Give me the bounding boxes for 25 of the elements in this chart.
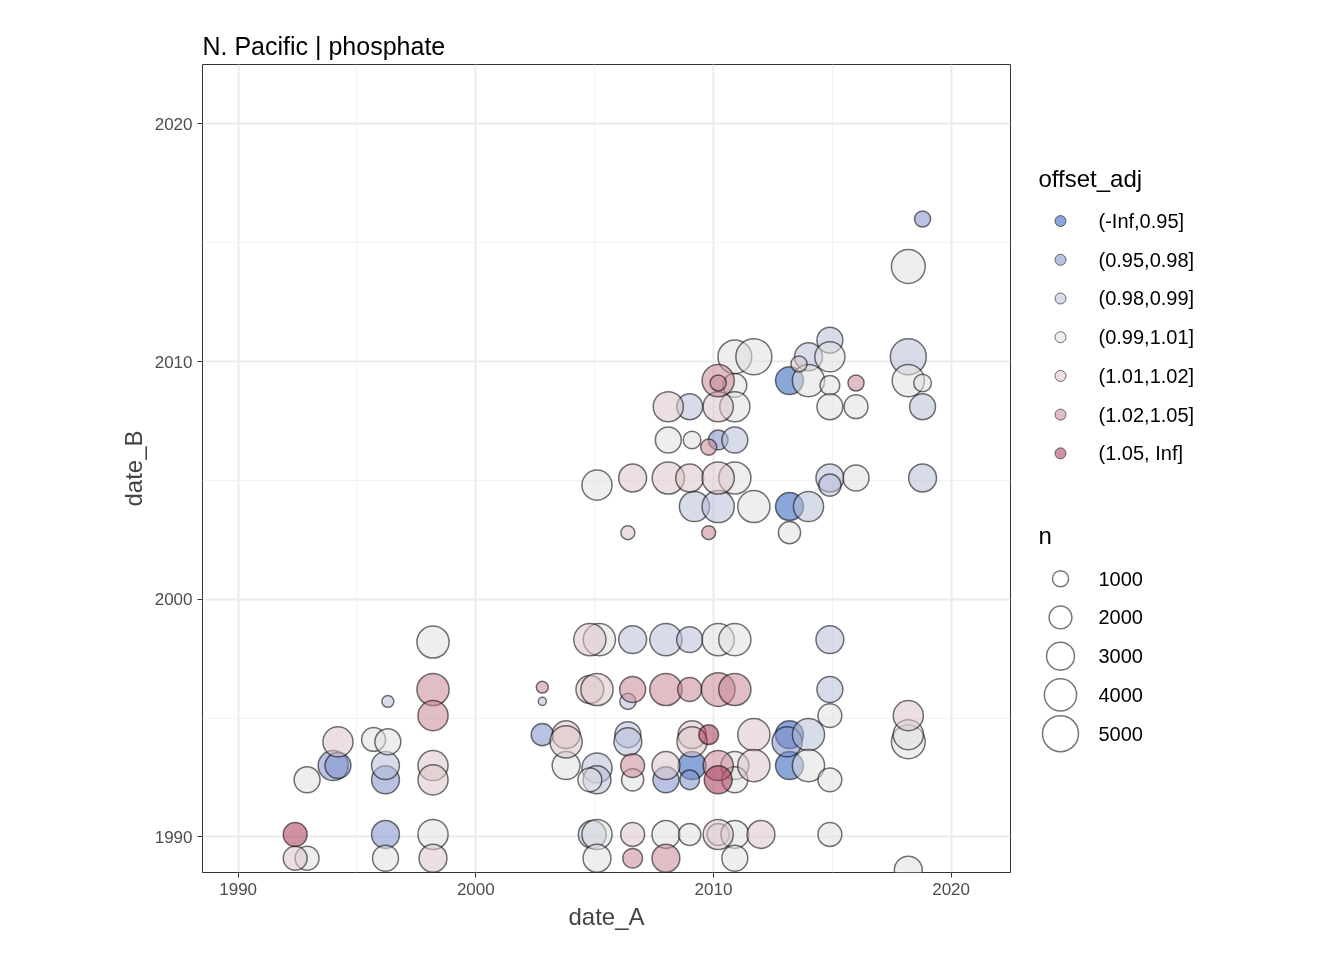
text: n — [1038, 522, 1052, 550]
y-tick-label: 2020 — [154, 114, 193, 134]
legend-label: 3000 — [1098, 645, 1143, 668]
x-tick-label: 2020 — [932, 879, 971, 899]
legend-label: (0.99,1.01] — [1098, 326, 1195, 349]
legend-label: (0.98,0.99] — [1098, 287, 1195, 310]
chart-title: N. Pacific | phosphate — [202, 31, 446, 60]
legend-label: 4000 — [1098, 683, 1143, 706]
x-tick-label: 2010 — [694, 879, 733, 899]
legend-label: 1000 — [1098, 567, 1143, 590]
legend-title: offset_adj — [1038, 164, 1143, 192]
legend-label: (1.02,1.05] — [1098, 403, 1195, 426]
legend-label: (1.01,1.02] — [1098, 364, 1195, 387]
y-axis-title: date_B — [119, 430, 147, 507]
y-tick-label: 2000 — [154, 590, 193, 610]
legend-label: 5000 — [1098, 722, 1143, 745]
y-tick-label: 2010 — [154, 352, 193, 372]
legend-label: (1.05, Inf] — [1098, 442, 1183, 465]
x-tick-label: 1990 — [219, 879, 258, 899]
x-axis-title: date_A — [568, 902, 645, 930]
legend-label: (-Inf,0.95] — [1098, 210, 1185, 233]
legend-label: 2000 — [1098, 606, 1143, 629]
legend-label: (0.95,0.98] — [1098, 248, 1195, 271]
x-tick-label: 2000 — [456, 879, 495, 899]
y-tick-label: 1990 — [154, 827, 193, 847]
